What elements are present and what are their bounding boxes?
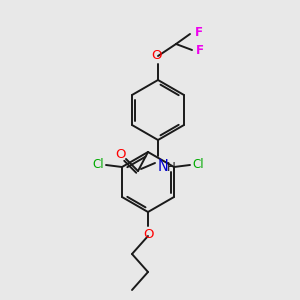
Text: N: N	[158, 159, 168, 174]
Text: F: F	[196, 44, 204, 56]
Text: H: H	[167, 161, 176, 174]
Text: Cl: Cl	[192, 158, 204, 172]
Text: F: F	[195, 26, 203, 40]
Text: O: O	[152, 49, 162, 62]
Text: Cl: Cl	[92, 158, 104, 172]
Text: O: O	[116, 148, 126, 161]
Text: O: O	[143, 228, 153, 241]
